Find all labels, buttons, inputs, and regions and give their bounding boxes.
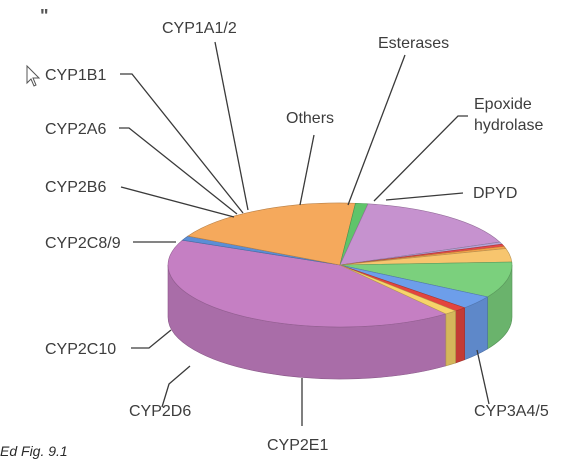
label-cyp2a6: CYP2A6 [45, 121, 106, 138]
leader-epoxide [373, 115, 468, 202]
label-cyp1b1: CYP1B1 [45, 67, 106, 84]
label-dpyd: DPYD [473, 185, 517, 202]
pie-slice-cyp3a4-5 [167, 239, 447, 328]
figure-caption: Ed Fig. 9.1 [0, 443, 68, 459]
label-cyp1a1-2: CYP1A1/2 [162, 20, 237, 37]
pie-slices [167, 202, 513, 380]
leader-others [299, 134, 315, 206]
leader-cyp1a1-2 [214, 41, 249, 211]
pie-slice-cyp2d6 [187, 202, 356, 266]
leader-cyp2b6 [120, 186, 235, 218]
label-cyp2e1: CYP2E1 [267, 437, 328, 454]
label-cyp2c10: CYP2C10 [45, 341, 116, 358]
label-cyp2d6: CYP2D6 [129, 403, 191, 420]
leader-lines [119, 41, 490, 426]
pie-side-dpyd [445, 310, 456, 367]
label-others: Others [286, 110, 334, 127]
pie-slice-cyp2c8-9 [339, 203, 501, 266]
label-cyp3a4-5: CYP3A4/5 [474, 403, 549, 420]
label-epoxide-line1: Epoxide [474, 96, 532, 113]
pie-side-epoxide-hydrolase [455, 307, 465, 364]
label-esterases: Esterases [378, 35, 449, 52]
leader-cyp3a4-5 [476, 349, 490, 405]
mouse-pointer-icon [26, 64, 41, 87]
leader-esterases [347, 54, 406, 206]
leader-cyp2c10 [131, 329, 172, 349]
leader-cyp2d6 [161, 365, 191, 408]
corner-mark: " [40, 6, 49, 26]
label-epoxide-line2: hydrolase [474, 117, 543, 134]
leader-cyp2a6 [119, 127, 238, 215]
pie-slice-others [339, 261, 513, 298]
leader-cyp1b1 [120, 73, 244, 214]
leader-dpyd [385, 192, 464, 201]
label-cyp2c8-9: CYP2C8/9 [45, 235, 121, 252]
pie-slice-dpyd [339, 264, 457, 315]
label-cyp2b6: CYP2B6 [45, 179, 106, 196]
